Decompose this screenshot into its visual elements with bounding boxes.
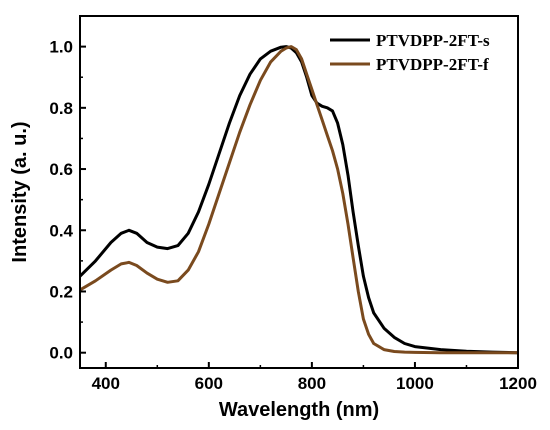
series-lines [78, 45, 519, 355]
legend: PTVDPP-2FT-s PTVDPP-2FT-f [330, 31, 490, 74]
series-line-2 [79, 45, 518, 355]
legend-label-series-2: PTVDPP-2FT-f [376, 55, 489, 74]
y-tick-label: 0.8 [49, 99, 73, 118]
tick-labels: 400 600 800 1000 1200 0.0 0.2 0.4 0.6 0.8 1.0 [49, 38, 537, 393]
axis-ticks [80, 45, 519, 368]
y-axis-label: Intensity (a. u.) [9, 121, 31, 262]
x-tick-label: 800 [298, 374, 326, 393]
x-tick-label: 1200 [499, 374, 537, 393]
x-axis-label: Wavelength (nm) [219, 399, 379, 421]
legend-label-series-1: PTVDPP-2FT-s [376, 31, 490, 50]
plot-frame [79, 15, 519, 369]
x-tick-label: 600 [195, 374, 223, 393]
y-tick-label: 0.2 [49, 282, 73, 301]
series-line-1 [78, 45, 519, 355]
x-tick-label: 400 [92, 374, 120, 393]
x-tick-label: 1000 [396, 374, 434, 393]
y-tick-label: 0.6 [49, 160, 73, 179]
y-tick-label: 0.4 [49, 221, 73, 240]
y-tick-label: 1.0 [49, 38, 73, 57]
y-tick-label: 0.0 [49, 344, 73, 363]
